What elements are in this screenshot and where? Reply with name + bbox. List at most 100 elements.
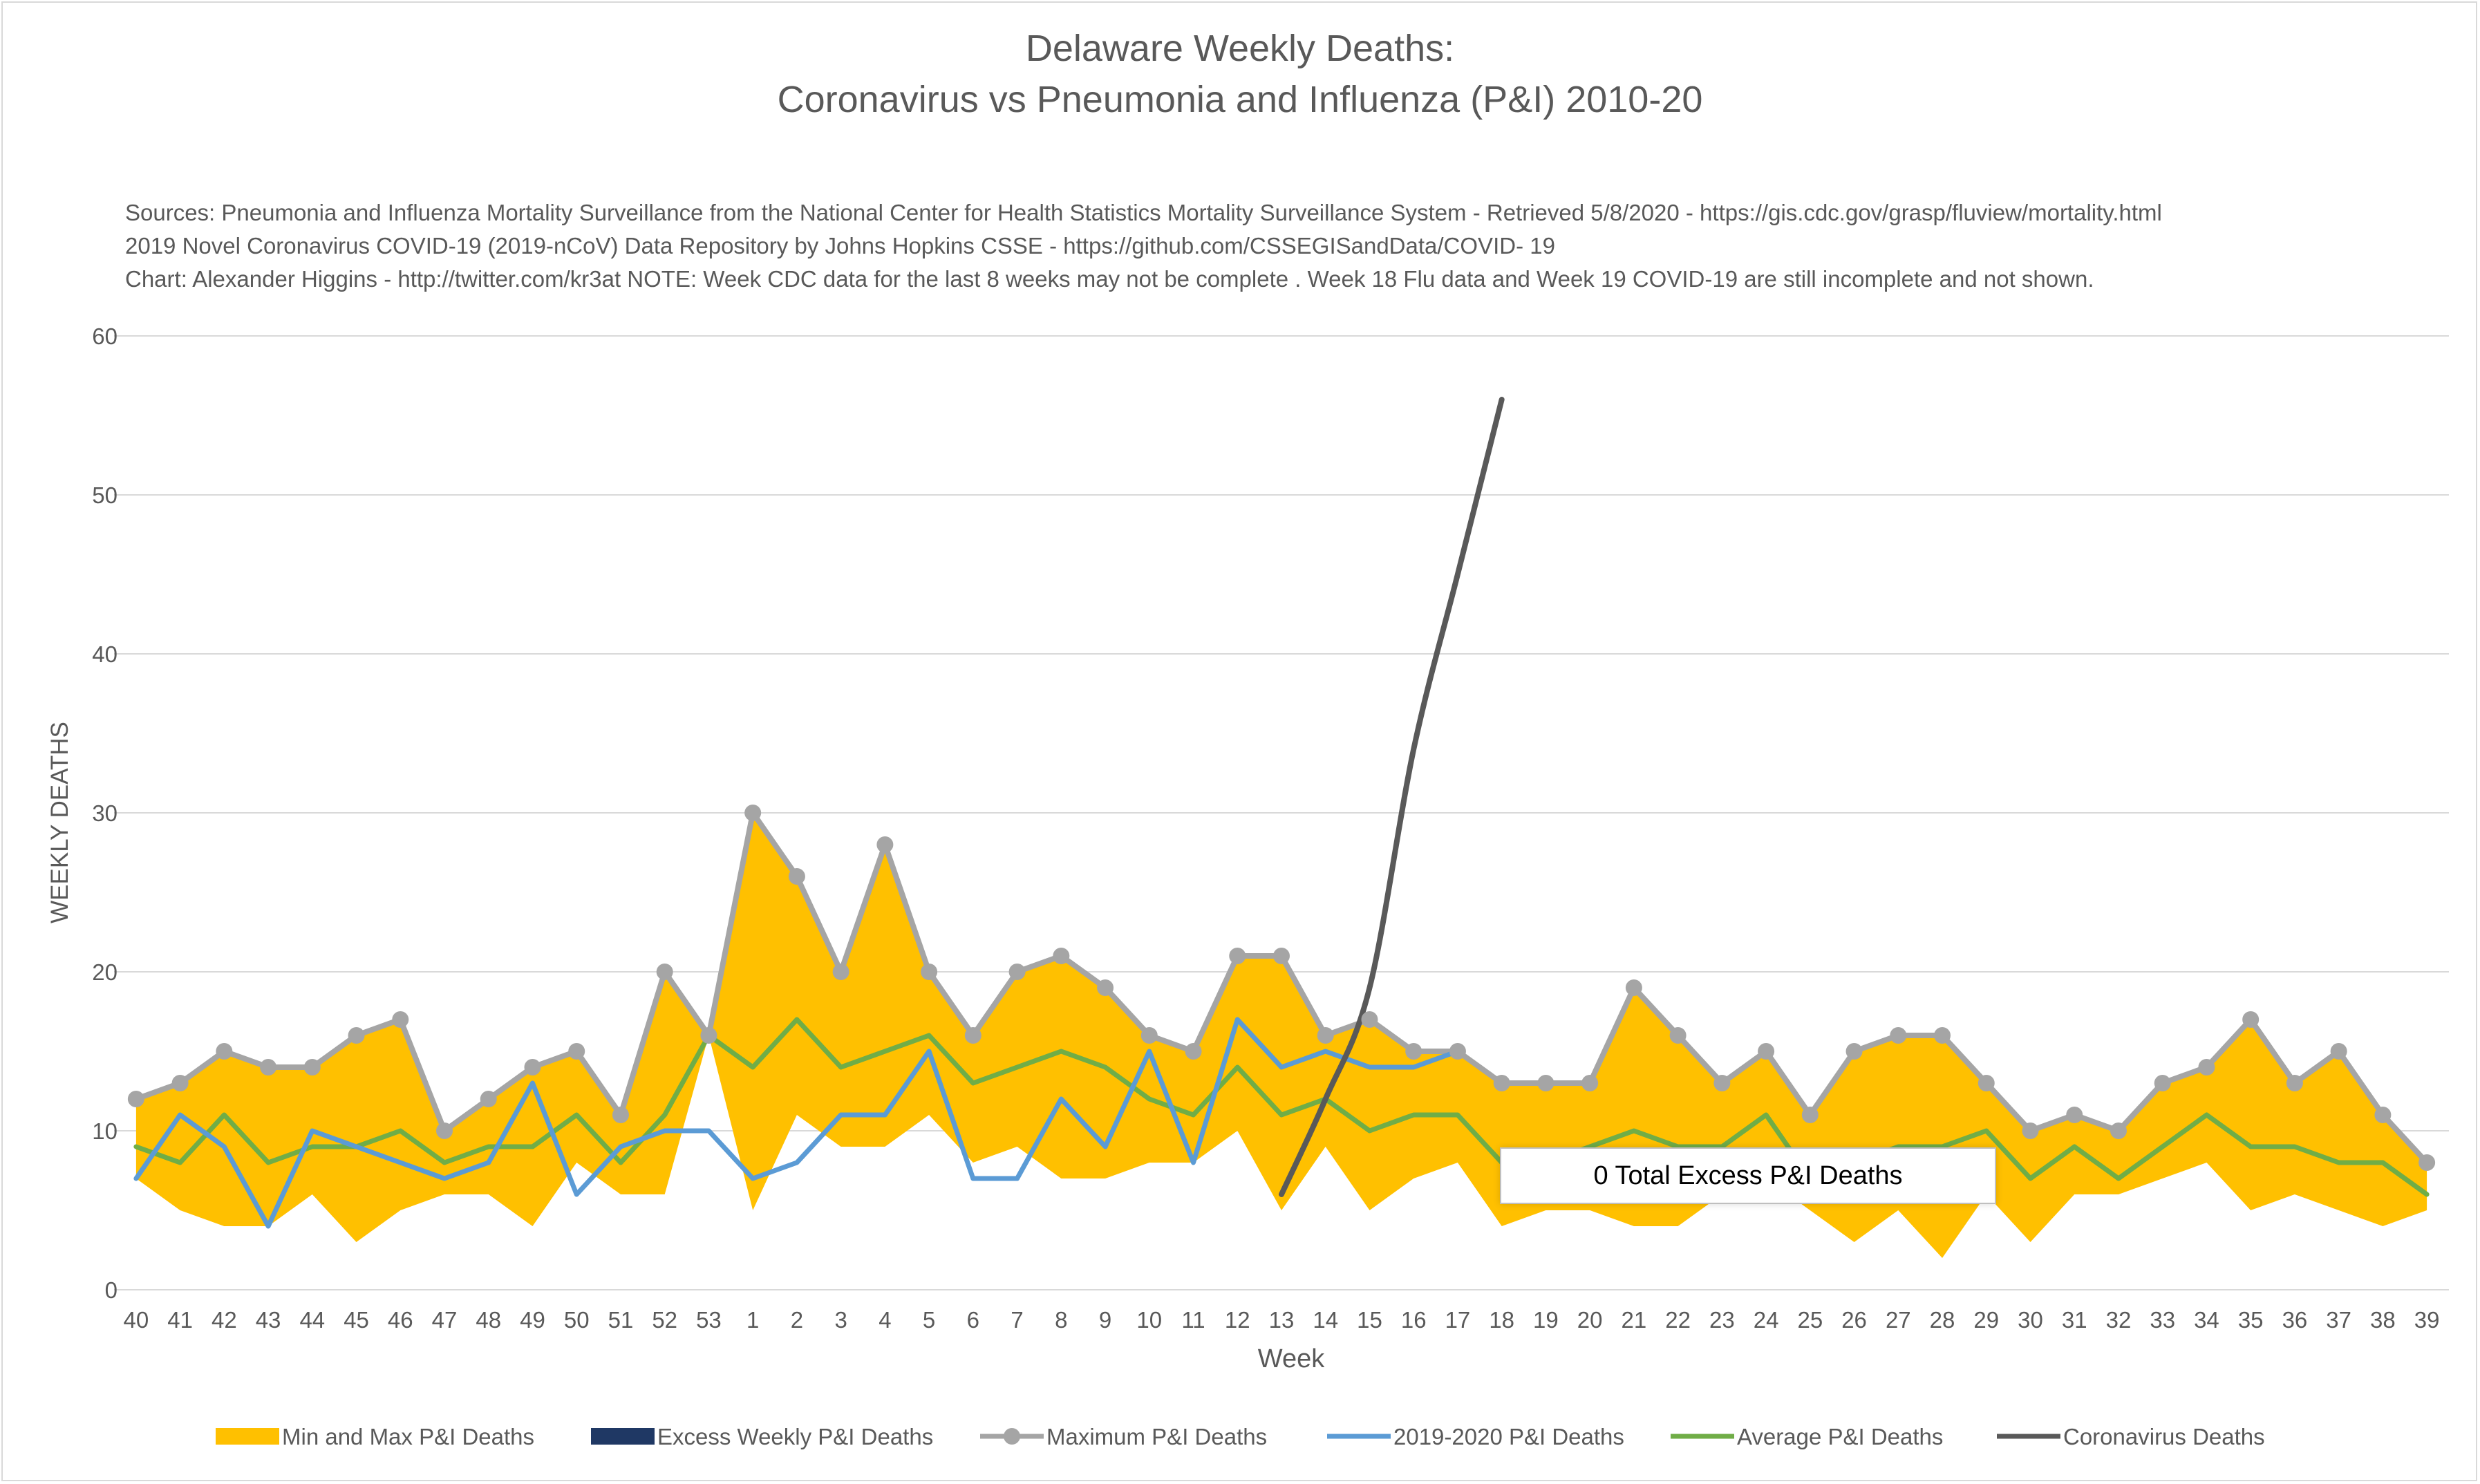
maximum-marker [1449,1043,1466,1060]
maximum-marker [2330,1043,2347,1060]
maximum-marker [2022,1123,2039,1139]
x-tick-label: 38 [2370,1307,2396,1333]
x-tick-label: 47 [432,1307,458,1333]
maximum-marker [788,868,805,885]
x-tick-label: 29 [1973,1307,1999,1333]
x-tick-label: 33 [2150,1307,2175,1333]
x-tick-label: 11 [1181,1307,1205,1333]
maximum-marker [1758,1043,1775,1060]
x-tick-label: 32 [2106,1307,2132,1333]
maximum-marker [303,1059,321,1076]
maximum-marker [392,1011,409,1028]
y-tick-label: 60 [92,323,118,349]
x-tick-label: 45 [344,1307,369,1333]
y-tick-label: 10 [92,1118,118,1144]
legend-label: Average P&I Deaths [1737,1424,1943,1449]
x-tick-label: 34 [2194,1307,2219,1333]
x-tick-label: 15 [1357,1307,1382,1333]
maximum-marker [744,805,762,821]
legend-item: Maximum P&I Deaths [980,1424,1267,1449]
maximum-marker [2374,1107,2392,1123]
min-max-area [135,813,2427,1258]
x-tick-label: 14 [1313,1307,1338,1333]
x-tick-label: 12 [1225,1307,1250,1333]
source-note-cdc: Sources: Pneumonia and Influenza Mortali… [125,200,2162,225]
x-tick-label: 8 [1055,1307,1067,1333]
maximum-marker [480,1091,497,1107]
x-tick-label: 13 [1269,1307,1295,1333]
source-note-jhu: 2019 Novel Coronavirus COVID-19 (2019-nC… [125,233,1555,259]
maximum-marker [1713,1075,1731,1091]
maximum-marker [1097,979,1114,996]
x-tick-label: 42 [212,1307,237,1333]
x-tick-label: 17 [1445,1307,1471,1333]
legend: Min and Max P&I Deaths Excess Weekly P&I … [216,1424,2265,1449]
maximum-marker [1140,1027,1158,1044]
x-tick-label: 9 [1099,1307,1111,1333]
maximum-marker [2242,1011,2260,1028]
x-tick-label: 18 [1489,1307,1514,1333]
legend-label: Coronavirus Deaths [2063,1424,2265,1449]
maximum-marker [1890,1027,1907,1044]
legend-marker [1004,1428,1020,1445]
x-tick-label: 41 [167,1307,193,1333]
x-tick-label: 23 [1709,1307,1735,1333]
x-tick-label: 6 [967,1307,979,1333]
x-tick-label: 16 [1401,1307,1427,1333]
current-season-line [133,1017,1460,1229]
x-tick-label: 4 [879,1307,891,1333]
maximum-marker [1934,1027,1951,1044]
maximum-marker [524,1059,541,1076]
x-tick-label: 3 [834,1307,847,1333]
maximum-marker [832,964,849,980]
maximum-marker [921,964,938,980]
maximum-marker [568,1043,585,1060]
maximum-marker [876,836,894,853]
y-tick-label: 50 [92,482,118,508]
x-tick-label: 52 [652,1307,677,1333]
x-tick-label: 27 [1886,1307,1911,1333]
maximum-marker [348,1027,365,1044]
x-tick-label: 49 [520,1307,545,1333]
x-tick-label: 30 [2018,1307,2043,1333]
y-axis-title: WEEKLY DEATHS [46,722,73,923]
legend-item: 2019-2020 P&I Deaths [1327,1424,1624,1449]
maximum-marker [127,1091,144,1107]
x-tick-label: 36 [2282,1307,2308,1333]
x-tick-label: 25 [1797,1307,1823,1333]
maximum-marker [2110,1123,2127,1139]
maximum-marker [1008,964,1026,980]
x-tick-label: 51 [608,1307,634,1333]
maximum-marker [171,1075,189,1091]
x-tick-label: 39 [2414,1307,2440,1333]
maximum-marker [612,1107,629,1123]
coronavirus-line [1279,397,1505,1197]
maximum-marker [2154,1075,2171,1091]
maximum-marker [436,1123,453,1139]
maximum-marker [1669,1027,1687,1044]
legend-label: Excess Weekly P&I Deaths [657,1424,933,1449]
legend-label: Maximum P&I Deaths [1046,1424,1267,1449]
chart-credit-note: Chart: Alexander Higgins - http://twitte… [125,266,2094,292]
min-max-band [135,813,2427,1258]
maximum-marker [260,1059,277,1076]
x-tick-label: 28 [1930,1307,1955,1333]
maximum-marker [1229,948,1246,964]
x-tick-label: 19 [1533,1307,1559,1333]
y-tick-label: 0 [105,1277,118,1303]
legend-swatch [591,1428,655,1445]
legend-item: Coronavirus Deaths [1997,1424,2265,1449]
maximum-marker [216,1043,233,1060]
legend-item: Excess Weekly P&I Deaths [591,1424,933,1449]
x-tick-label: 5 [923,1307,935,1333]
x-tick-label: 20 [1577,1307,1603,1333]
maximum-marker [2198,1059,2215,1076]
maximum-marker [1581,1075,1599,1091]
x-tick-label: 46 [388,1307,413,1333]
maximum-marker [2066,1107,2083,1123]
maximum-marker [1053,948,1070,964]
maximum-marker [1801,1107,1819,1123]
legend-swatch [216,1428,279,1445]
